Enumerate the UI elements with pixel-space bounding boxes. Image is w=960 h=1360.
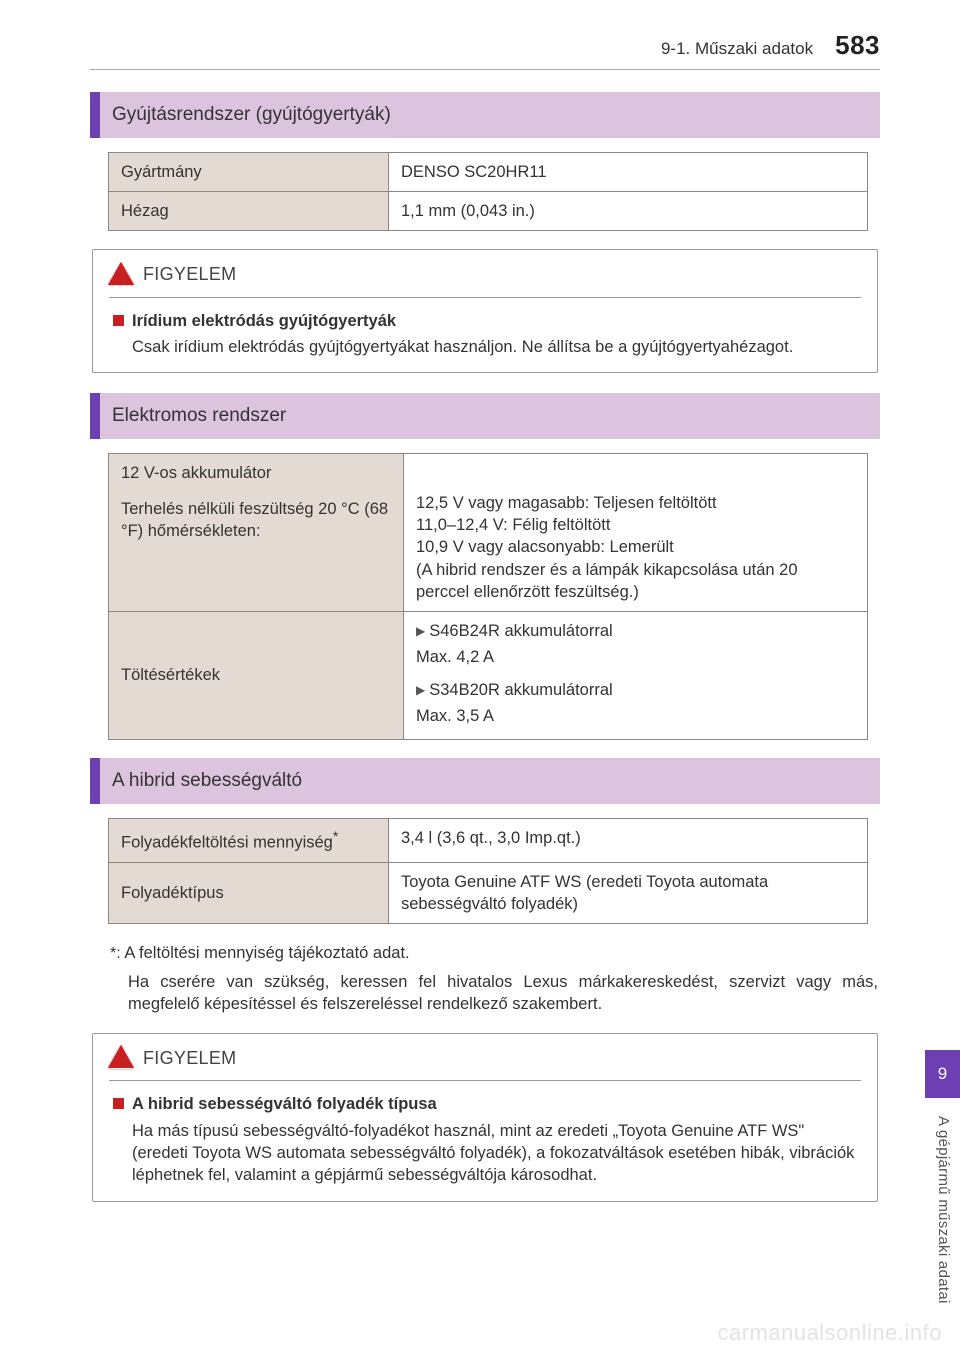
- value-line: S46B24R akkumulátorral: [429, 622, 612, 640]
- value-line: 12,5 V vagy magasabb: Teljesen feltöltöt…: [416, 492, 855, 514]
- footnote-marker: *: [333, 828, 338, 844]
- cell-label: Gyártmány: [109, 152, 389, 191]
- value-line: S34B20R akkumulátorral: [429, 681, 612, 699]
- table-electrical: 12 V-os akkumulátor Terhelés nélküli fes…: [108, 453, 868, 740]
- square-bullet-icon: [113, 315, 124, 326]
- warning-heading: ! FIGYELEM: [109, 1034, 861, 1081]
- value-line: Max. 4,2 A: [416, 646, 855, 668]
- section-heading-electrical: Elektromos rendszer: [90, 393, 880, 439]
- chapter-tab: 9: [925, 1050, 960, 1098]
- cell-value: DENSO SC20HR11: [389, 152, 868, 191]
- warning-box-iridium: ! FIGYELEM Irídium elektródás gyújtógyer…: [92, 249, 878, 373]
- triangle-bullet-icon: ▶: [416, 624, 425, 638]
- table-row: Folyadékfeltöltési mennyiség* 3,4 l (3,6…: [109, 818, 868, 862]
- page-header: 9-1. Műszaki adatok 583: [90, 28, 880, 70]
- table-row: Folyadéktípus Toyota Genuine ATF WS (ere…: [109, 862, 868, 924]
- section-heading-hybrid-trans: A hibrid sebességváltó: [90, 758, 880, 804]
- warning-item-text: Csak irídium elektródás gyújtógyertyákat…: [132, 336, 857, 358]
- warning-label: FIGYELEM: [143, 1046, 236, 1070]
- table-ignition: Gyártmány DENSO SC20HR11 Hézag 1,1 mm (0…: [108, 152, 868, 232]
- value-line: (A hibrid rendszer és a lámpák kikapcsol…: [416, 559, 855, 604]
- warning-box-atf: ! FIGYELEM A hibrid sebességváltó folyad…: [92, 1033, 878, 1201]
- cell-value: 12,5 V vagy magasabb: Teljesen feltöltöt…: [404, 453, 868, 611]
- warning-body: A hibrid sebességváltó folyadék típusa H…: [93, 1081, 877, 1186]
- cell-value: 1,1 mm (0,043 in.): [389, 192, 868, 231]
- cell-label: Folyadéktípus: [109, 862, 389, 924]
- section-path: 9-1. Műszaki adatok: [661, 38, 813, 61]
- warning-item-title: Irídium elektródás gyújtógyertyák: [132, 310, 396, 332]
- table-row: Töltésértékek ▶ S46B24R akkumulátorral Ma…: [109, 612, 868, 740]
- cell-label: Folyadékfeltöltési mennyiség*: [109, 818, 389, 862]
- triangle-bullet-icon: ▶: [416, 683, 425, 697]
- footnote-marker: *:: [110, 945, 121, 962]
- cell-label: Hézag: [109, 192, 389, 231]
- cell-value: 3,4 l (3,6 qt., 3,0 Imp.qt.): [389, 818, 868, 862]
- footnote-line: Ha cserére van szükség, keressen fel hiv…: [128, 971, 878, 1016]
- cell-value: ▶ S46B24R akkumulátorral Max. 4,2 A ▶ S34B…: [404, 612, 868, 740]
- warning-item-title: A hibrid sebességváltó folyadék típusa: [132, 1093, 437, 1115]
- cell-value: Toyota Genuine ATF WS (eredeti Toyota au…: [389, 862, 868, 924]
- warning-label: FIGYELEM: [143, 262, 236, 286]
- warning-triangle-icon: !: [109, 1048, 133, 1069]
- square-bullet-icon: [113, 1098, 124, 1109]
- value-line: 11,0–12,4 V: Félig feltöltött: [416, 514, 855, 536]
- footnote-line: A feltöltési mennyiség tájékoztató adat.: [124, 944, 409, 962]
- table-row: 12 V-os akkumulátor Terhelés nélküli fes…: [109, 453, 868, 611]
- table-hybrid-trans: Folyadékfeltöltési mennyiség* 3,4 l (3,6…: [108, 818, 868, 924]
- table-row: Gyártmány DENSO SC20HR11: [109, 152, 868, 191]
- label-line: Terhelés nélküli feszültség 20 °C (68 °F…: [121, 498, 391, 543]
- warning-item-text: Ha más típusú sebességváltó-folyadékot h…: [132, 1120, 857, 1187]
- value-line: Max. 3,5 A: [416, 705, 855, 727]
- chapter-number: 9: [938, 1063, 947, 1086]
- cell-label: 12 V-os akkumulátor Terhelés nélküli fes…: [109, 453, 404, 611]
- page-number: 583: [835, 28, 880, 63]
- table-row: Hézag 1,1 mm (0,043 in.): [109, 192, 868, 231]
- warning-heading: ! FIGYELEM: [109, 250, 861, 297]
- value-line: 10,9 V vagy alacsonyabb: Lemerült: [416, 536, 855, 558]
- footnote: *: A feltöltési mennyiség tájékoztató ad…: [110, 942, 878, 1015]
- label-line: 12 V-os akkumulátor: [121, 462, 391, 484]
- warning-triangle-icon: !: [109, 264, 133, 285]
- chapter-label: A gépjármű műszaki adatai: [933, 1116, 953, 1304]
- label-text: Folyadékfeltöltési mennyiség: [121, 833, 333, 851]
- section-heading-ignition: Gyújtásrendszer (gyújtógyertyák): [90, 92, 880, 138]
- page-content: 9-1. Műszaki adatok 583 Gyújtásrendszer …: [90, 28, 880, 1222]
- watermark: carmanualsonline.info: [717, 1318, 942, 1348]
- cell-label: Töltésértékek: [109, 612, 404, 740]
- warning-body: Irídium elektródás gyújtógyertyák Csak i…: [93, 298, 877, 359]
